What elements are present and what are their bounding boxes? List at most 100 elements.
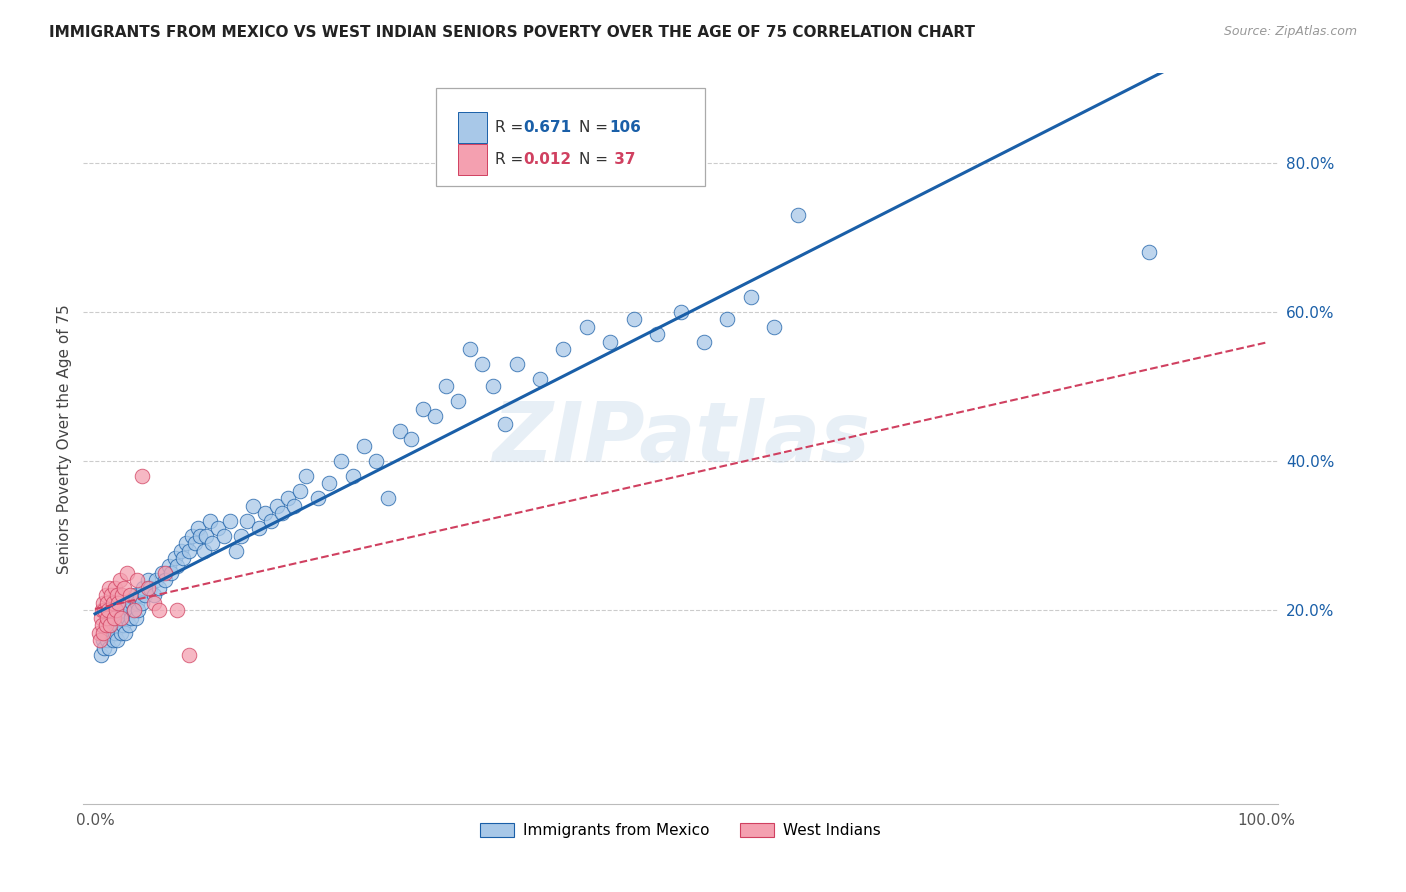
- Point: [98, 618, 121, 632]
- Point: [195, 529, 218, 543]
- Point: [136, 581, 159, 595]
- Point: [104, 581, 127, 595]
- Point: [131, 596, 153, 610]
- Point: [91, 603, 114, 617]
- FancyBboxPatch shape: [436, 87, 704, 186]
- Point: [98, 640, 121, 655]
- Point: [218, 514, 240, 528]
- Point: [122, 603, 145, 617]
- Point: [103, 618, 125, 632]
- Point: [236, 514, 259, 528]
- FancyBboxPatch shape: [458, 112, 486, 144]
- Legend: Immigrants from Mexico, West Indians: Immigrants from Mexico, West Indians: [474, 816, 887, 844]
- Point: [125, 611, 148, 625]
- Point: [283, 499, 305, 513]
- Point: [94, 588, 117, 602]
- Y-axis label: Seniors Poverty Over the Age of 75: Seniors Poverty Over the Age of 75: [58, 304, 72, 574]
- Point: [176, 536, 198, 550]
- Point: [127, 574, 149, 588]
- Point: [115, 566, 138, 580]
- Point: [145, 574, 167, 588]
- Point: [107, 596, 129, 610]
- Point: [94, 625, 117, 640]
- Point: [105, 588, 128, 602]
- Point: [786, 208, 808, 222]
- Point: [118, 618, 141, 632]
- Text: 106: 106: [609, 120, 641, 136]
- Point: [207, 521, 229, 535]
- Point: [163, 551, 186, 566]
- Point: [96, 611, 118, 625]
- Point: [110, 611, 132, 625]
- Text: ZIPatlas: ZIPatlas: [492, 398, 869, 479]
- Point: [1137, 245, 1160, 260]
- Point: [505, 357, 527, 371]
- Point: [148, 581, 170, 595]
- Point: [169, 543, 191, 558]
- Point: [132, 581, 155, 595]
- Point: [177, 543, 200, 558]
- Point: [105, 633, 128, 648]
- Point: [111, 611, 134, 625]
- Point: [470, 357, 492, 371]
- Text: N =: N =: [579, 152, 613, 167]
- Point: [330, 454, 353, 468]
- Point: [120, 611, 142, 625]
- Point: [105, 603, 128, 617]
- Point: [112, 618, 135, 632]
- Point: [553, 342, 575, 356]
- Point: [645, 327, 668, 342]
- Point: [307, 491, 329, 506]
- Point: [399, 432, 422, 446]
- Point: [225, 543, 247, 558]
- Point: [181, 529, 204, 543]
- Point: [131, 469, 153, 483]
- Point: [242, 499, 264, 513]
- Text: 37: 37: [609, 152, 636, 167]
- Point: [160, 566, 183, 580]
- Point: [96, 596, 118, 610]
- Point: [128, 588, 150, 602]
- Point: [623, 312, 645, 326]
- Point: [693, 334, 716, 349]
- Point: [157, 558, 180, 573]
- Point: [353, 439, 375, 453]
- Point: [166, 558, 188, 573]
- Point: [458, 342, 481, 356]
- Point: [288, 483, 311, 498]
- Text: Source: ZipAtlas.com: Source: ZipAtlas.com: [1223, 25, 1357, 38]
- Point: [377, 491, 399, 506]
- Point: [155, 566, 177, 580]
- Point: [318, 476, 340, 491]
- Point: [190, 529, 212, 543]
- Point: [91, 618, 114, 632]
- Point: [100, 611, 122, 625]
- Point: [127, 596, 149, 610]
- Point: [127, 603, 149, 617]
- Point: [107, 618, 129, 632]
- Point: [260, 514, 283, 528]
- Text: 0.671: 0.671: [523, 120, 571, 136]
- Point: [134, 588, 156, 602]
- Point: [247, 521, 270, 535]
- Point: [155, 574, 177, 588]
- Point: [295, 469, 318, 483]
- Point: [120, 588, 142, 602]
- Point: [166, 603, 188, 617]
- Point: [93, 640, 115, 655]
- Point: [716, 312, 738, 326]
- Point: [117, 596, 139, 610]
- Point: [112, 581, 135, 595]
- Point: [90, 648, 112, 662]
- Point: [136, 574, 159, 588]
- Point: [97, 618, 120, 632]
- Point: [124, 588, 146, 602]
- Point: [669, 305, 692, 319]
- Point: [104, 625, 127, 640]
- Point: [423, 409, 446, 424]
- Point: [96, 633, 118, 648]
- Text: R =: R =: [495, 152, 529, 167]
- Point: [364, 454, 387, 468]
- Point: [482, 379, 505, 393]
- Point: [763, 319, 786, 334]
